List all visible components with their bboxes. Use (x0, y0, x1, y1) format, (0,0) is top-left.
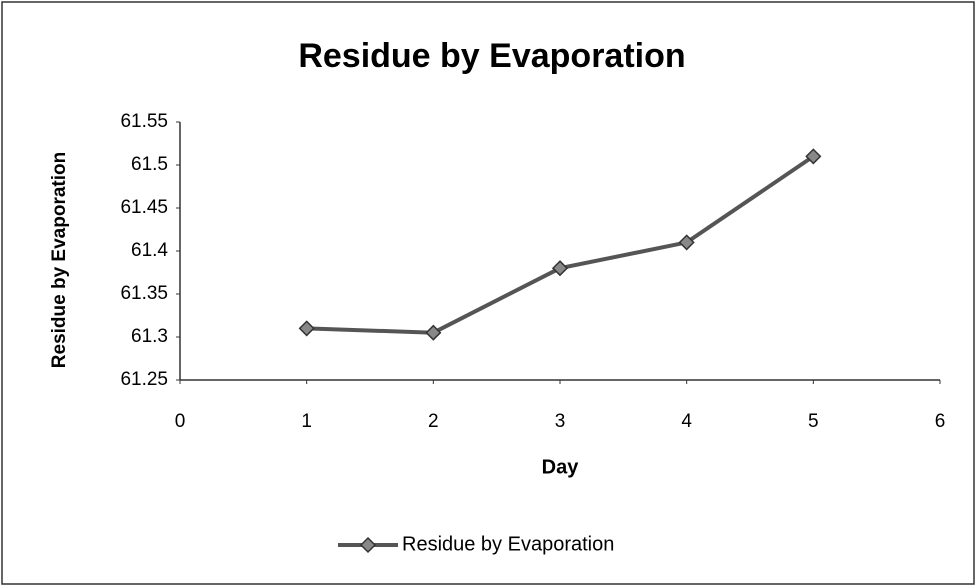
x-tick-label: 2 (428, 411, 439, 432)
x-tick-label: 3 (555, 411, 566, 432)
legend-marker (359, 536, 377, 554)
y-tick-label: 61.55 (120, 111, 168, 132)
y-tick-label: 61.5 (131, 154, 168, 175)
x-axis-label: Day (542, 456, 580, 478)
marker (298, 320, 315, 337)
marker (425, 324, 442, 341)
y-tick-label: 61.25 (120, 369, 168, 390)
chart-title: Residue by Evaporation (298, 37, 685, 75)
y-tick-label: 61.4 (131, 240, 168, 261)
y-tick-label: 61.3 (131, 326, 168, 347)
y-tick-label: 61.45 (120, 197, 168, 218)
x-tick-label: 6 (935, 411, 946, 432)
marker (551, 260, 569, 277)
x-tick-label: 4 (681, 411, 692, 432)
marker (678, 234, 695, 251)
marker (805, 148, 822, 165)
x-tick-label: 5 (808, 411, 819, 432)
x-tick-label: 0 (175, 411, 186, 432)
legend-label: Residue by Evaporation (402, 533, 614, 555)
y-axis-label: Residue by Evaporation (49, 152, 70, 368)
x-tick-label: 1 (301, 411, 312, 432)
y-tick-label: 61.35 (120, 283, 168, 304)
